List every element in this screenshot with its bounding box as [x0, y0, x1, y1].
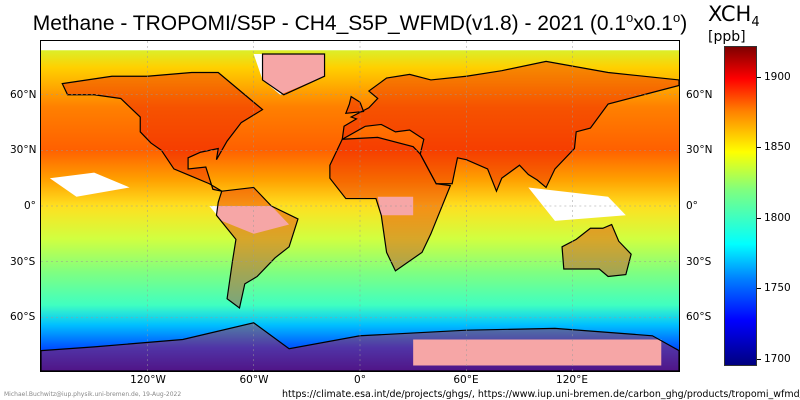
lat-label-left: 30°S: [10, 256, 36, 268]
arctic-nodata: [41, 41, 679, 51]
north-america-outline: [61, 71, 264, 192]
lat-label-right: 0°: [686, 200, 698, 212]
greenland-nodata: [253, 53, 325, 95]
colorbar-tick: [757, 358, 761, 360]
amazon-nodata: [209, 206, 290, 234]
lon-label: 0°: [354, 374, 366, 386]
antarctica-nodata: [413, 339, 662, 366]
colorbar-tick-label: 1800: [764, 211, 791, 224]
lon-label: 60°E: [453, 374, 479, 386]
colorbar-tick-label: 1850: [764, 141, 791, 154]
lat-label-left: 60°S: [10, 311, 36, 323]
pacific-nodata: [49, 172, 130, 197]
colorbar-tick: [757, 217, 761, 219]
lat-label-right: 30°N: [686, 144, 713, 156]
lat-label-left: 60°N: [10, 89, 37, 101]
britain-outline: [344, 95, 365, 114]
lat-label-right: 60°N: [686, 89, 713, 101]
source-urls: https://climate.esa.int/de/projects/ghgs…: [282, 389, 800, 400]
colorbar-tick: [757, 147, 761, 149]
lat-label-right: 60°S: [686, 311, 712, 323]
colorbar-tick: [757, 288, 761, 290]
methane-map: [40, 40, 680, 372]
lat-label-left: 0°: [24, 200, 36, 212]
colorbar: [724, 46, 757, 366]
colorbar-tick-label: 1700: [764, 352, 791, 365]
lon-label: 120°E: [556, 374, 588, 386]
eurasia-outline: [341, 60, 679, 193]
australia-outline: [561, 223, 632, 278]
indonesia-nodata: [528, 187, 626, 221]
lon-label: 60°W: [239, 374, 269, 386]
colorbar-title: XCH4: [708, 2, 760, 31]
colorbar-tick-label: 1900: [764, 71, 791, 83]
colorbar-tick-label: 1750: [764, 282, 791, 295]
greenland-outline: [261, 53, 326, 96]
lat-label-right: 30°S: [686, 256, 712, 268]
map-title: Methane - TROPOMI/S5P - CH4_S5P_WFMD(v1.…: [32, 10, 688, 35]
author-credit: Michael.Buchwitz@iup.physik.uni-bremen.d…: [4, 391, 182, 398]
south-america-outline: [215, 186, 299, 309]
lat-label-left: 30°N: [10, 144, 37, 156]
colorbar-unit: [ppb]: [708, 29, 746, 45]
colorbar-tick: [757, 77, 761, 78]
lon-label: 120°W: [130, 374, 166, 386]
